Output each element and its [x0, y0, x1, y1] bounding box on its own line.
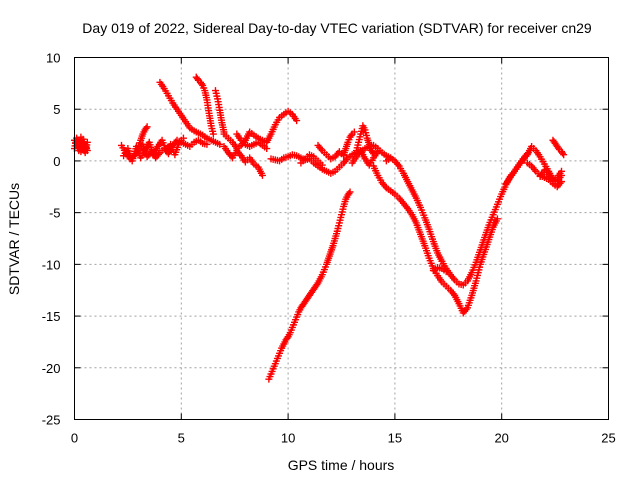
data-point	[216, 140, 224, 148]
grid-lines	[74, 57, 609, 420]
series-arc-11	[233, 130, 271, 153]
data-point	[554, 144, 562, 152]
data-point	[179, 134, 187, 142]
series-arc-08	[211, 87, 228, 136]
data-point	[313, 281, 321, 289]
data-point	[283, 334, 291, 342]
x-tick-label: 25	[601, 431, 615, 446]
data-point	[203, 140, 211, 148]
axis-ticks: 0 5 10 15 20 25 -25 -20 -15 -10 -5 0 5 10	[42, 51, 616, 446]
data-point	[209, 130, 217, 138]
series-arc-25	[549, 136, 568, 159]
y-tick-label: -5	[49, 206, 61, 221]
data-point	[350, 128, 358, 136]
data-point	[193, 75, 201, 83]
x-tick-label: 10	[281, 431, 295, 446]
data-point	[293, 117, 301, 125]
series-arc-04	[120, 134, 187, 165]
data-point	[83, 147, 91, 155]
data-point	[198, 80, 206, 88]
data-point	[143, 123, 151, 131]
series-arc-21	[382, 150, 531, 289]
x-axis-label: GPS time / hours	[288, 457, 395, 473]
y-tick-label: -20	[42, 361, 61, 376]
y-tick-label: -15	[42, 309, 61, 324]
data-point	[318, 161, 326, 169]
series-arc-22	[429, 263, 450, 276]
series-arc-12	[263, 107, 301, 146]
chart-title: Day 019 of 2022, Sidereal Day-to-day VTE…	[82, 20, 592, 36]
data-point	[374, 148, 382, 156]
y-tick-label: 10	[46, 51, 60, 66]
series-arc-26	[536, 166, 566, 185]
data-point	[558, 167, 566, 175]
data-point	[560, 151, 568, 159]
data-point	[263, 145, 271, 153]
series-arc-10	[220, 142, 266, 179]
data-point	[442, 268, 450, 276]
y-tick-label: 5	[53, 102, 60, 117]
data-point	[258, 171, 266, 179]
data-points	[71, 73, 568, 383]
x-tick-label: 5	[178, 431, 185, 446]
y-axis-label: SDTVAR / TECUs	[6, 183, 22, 295]
series-arc-14	[297, 151, 326, 169]
y-tick-label: 0	[53, 154, 60, 169]
x-tick-label: 0	[71, 431, 78, 446]
data-point	[142, 124, 150, 132]
data-point	[558, 178, 566, 186]
series-arc-19	[265, 188, 354, 383]
plot-frame	[74, 57, 609, 420]
data-point	[346, 188, 354, 196]
series-arc-16	[340, 128, 358, 159]
x-tick-label: 20	[494, 431, 508, 446]
data-point	[345, 190, 353, 198]
series-arc-07	[192, 73, 217, 138]
y-tick-label: -25	[42, 413, 61, 428]
data-point	[347, 132, 355, 140]
y-tick-label: -10	[42, 257, 61, 272]
data-point	[493, 215, 501, 223]
x-tick-label: 15	[388, 431, 402, 446]
series-arc-05	[135, 123, 151, 149]
series-arc-23	[502, 142, 566, 188]
data-point	[559, 149, 567, 157]
series-arc-06	[156, 78, 224, 148]
